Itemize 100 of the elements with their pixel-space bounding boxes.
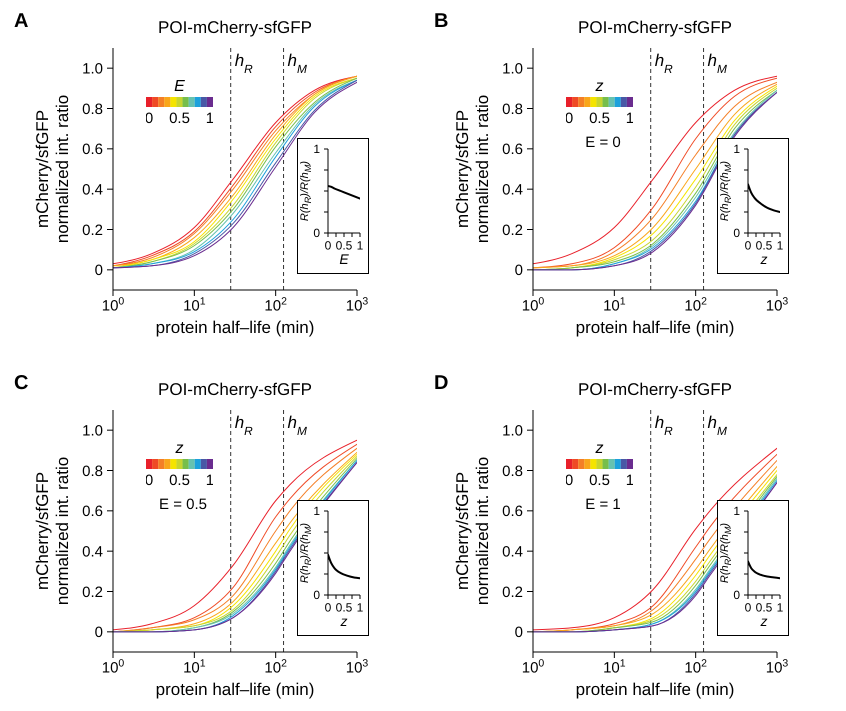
y-tick-label: 0.8 (502, 100, 523, 118)
x-axis-title: protein half–life (min) (574, 318, 736, 338)
x-tick-label: 10$^{2}$ (684, 658, 708, 677)
y-tick-label: 1.0 (82, 422, 103, 440)
x-axis-title: z (760, 251, 768, 267)
y-tick-label: 0.6 (502, 503, 523, 520)
y-axis-title: mCherry/sfGFP normalized int. ratio (33, 94, 73, 244)
y-tick-label: 1.0 (82, 60, 103, 78)
x-tick-label: 10$^{1}$ (603, 296, 626, 315)
ref-line-label: h$_{M}$ (288, 413, 308, 438)
x-tick-label: 10$^{1}$ (603, 658, 626, 677)
x-tick-label: 10$^{2}$ (684, 296, 708, 315)
text: B (434, 10, 448, 33)
x-tick-label: 10$^{3}$ (766, 296, 788, 315)
text: C (14, 372, 28, 395)
chart-title: POI-mCherry-sfGFP (577, 18, 733, 38)
x-tick-label: 1 (626, 472, 634, 489)
y-tick-label: 0.4 (82, 543, 103, 560)
text: A (14, 10, 28, 33)
x-tick-label: 10$^{3}$ (346, 658, 368, 677)
x-tick-label: 1 (206, 472, 214, 489)
x-axis-title: z (594, 440, 604, 458)
y-tick-label: 0.8 (82, 462, 103, 480)
x-tick-label: 1 (626, 110, 634, 127)
ref-line-label: h$_{R}$ (654, 413, 674, 438)
x-axis-title: z (340, 613, 348, 629)
x-tick-label: 1 (776, 600, 784, 615)
y-tick-label: 0.4 (502, 543, 523, 560)
x-axis-title: protein half–life (min) (154, 318, 316, 338)
x-axis-title: z (174, 440, 184, 458)
y-tick-label: 0 (94, 624, 103, 642)
y-tick-label: 1 (313, 142, 320, 156)
x-tick-label: 10$^{2}$ (264, 296, 288, 315)
x-tick-label: 10$^{2}$ (264, 658, 288, 677)
x-tick-label: 1 (776, 238, 784, 253)
y-tick-label: 0.4 (502, 181, 523, 198)
y-tick-label: 0 (733, 226, 740, 240)
x-axis-title: E (338, 251, 350, 267)
x-tick-label: 10$^{0}$ (522, 658, 544, 677)
ref-line-label: h$_{R}$ (234, 51, 254, 76)
x-tick-label: 1 (356, 238, 364, 253)
x-axis-title: protein half–life (min) (574, 680, 736, 700)
x-tick-label: 10$^{3}$ (346, 296, 368, 315)
ref-line-label: h$_{M}$ (708, 413, 728, 438)
y-tick-label: 1 (733, 142, 740, 156)
x-tick-label: 10$^{0}$ (102, 296, 124, 315)
x-tick-label: 0 (324, 238, 332, 253)
x-tick-label: 0.5 (589, 472, 610, 489)
y-tick-label: 1 (733, 504, 740, 518)
chart-title: POI-mCherry-sfGFP (157, 18, 313, 38)
y-tick-label: 0.2 (82, 584, 103, 601)
y-axis-title: mCherry/sfGFP normalized int. ratio (453, 456, 493, 606)
x-tick-label: 10$^{0}$ (102, 658, 124, 677)
x-tick-label: 0.5 (169, 472, 190, 489)
x-tick-label: 0 (744, 600, 752, 615)
x-tick-label: 1 (206, 110, 214, 127)
x-tick-label: 0 (744, 238, 752, 253)
annotation: E = 0 (585, 134, 621, 151)
y-tick-label: 1.0 (502, 60, 523, 78)
x-tick-label: 10$^{1}$ (183, 296, 206, 315)
chart-title: POI-mCherry-sfGFP (157, 380, 313, 400)
x-tick-label: 0.5 (756, 238, 773, 253)
y-tick-label: 0 (733, 588, 740, 602)
y-tick-label: 1.0 (502, 422, 523, 440)
y-tick-label: 0.4 (82, 181, 103, 198)
x-tick-label: 0.5 (336, 600, 353, 615)
y-tick-label: 0.2 (502, 584, 523, 601)
y-tick-label: 0 (94, 262, 103, 280)
y-tick-label: 0 (313, 226, 320, 240)
y-tick-label: 0.6 (502, 141, 523, 158)
x-axis-title: E (173, 78, 186, 96)
y-tick-label: 0 (313, 588, 320, 602)
y-tick-label: 0.2 (82, 222, 103, 239)
annotation: E = 0.5 (159, 496, 207, 513)
x-tick-label: 0 (324, 600, 332, 615)
x-tick-label: 10$^{1}$ (183, 658, 206, 677)
x-axis-title: protein half–life (min) (154, 680, 316, 700)
y-tick-label: 0.8 (82, 100, 103, 118)
x-tick-label: 0.5 (589, 110, 610, 127)
x-tick-label: 1 (356, 600, 364, 615)
ref-line-label: h$_{R}$ (234, 413, 254, 438)
y-tick-label: 0 (514, 262, 523, 280)
y-axis-title: mCherry/sfGFP normalized int. ratio (453, 94, 493, 244)
x-tick-label: 10$^{0}$ (522, 296, 544, 315)
x-tick-label: 10$^{3}$ (766, 658, 788, 677)
ref-line-label: h$_{M}$ (708, 51, 728, 76)
x-tick-label: 0.5 (336, 238, 353, 253)
ref-line-label: h$_{R}$ (654, 51, 674, 76)
y-tick-label: 0 (514, 624, 523, 642)
y-tick-label: 0.2 (502, 222, 523, 239)
x-axis-title: z (760, 613, 768, 629)
x-tick-label: 0.5 (169, 110, 190, 127)
annotation: E = 1 (585, 496, 621, 513)
x-tick-label: 0.5 (756, 600, 773, 615)
x-axis-title: z (594, 78, 604, 96)
y-tick-label: 0.8 (502, 462, 523, 480)
y-tick-label: 0.6 (82, 503, 103, 520)
y-tick-label: 0.6 (82, 141, 103, 158)
y-axis-title: mCherry/sfGFP normalized int. ratio (33, 456, 73, 606)
ref-line-label: h$_{M}$ (288, 51, 308, 76)
